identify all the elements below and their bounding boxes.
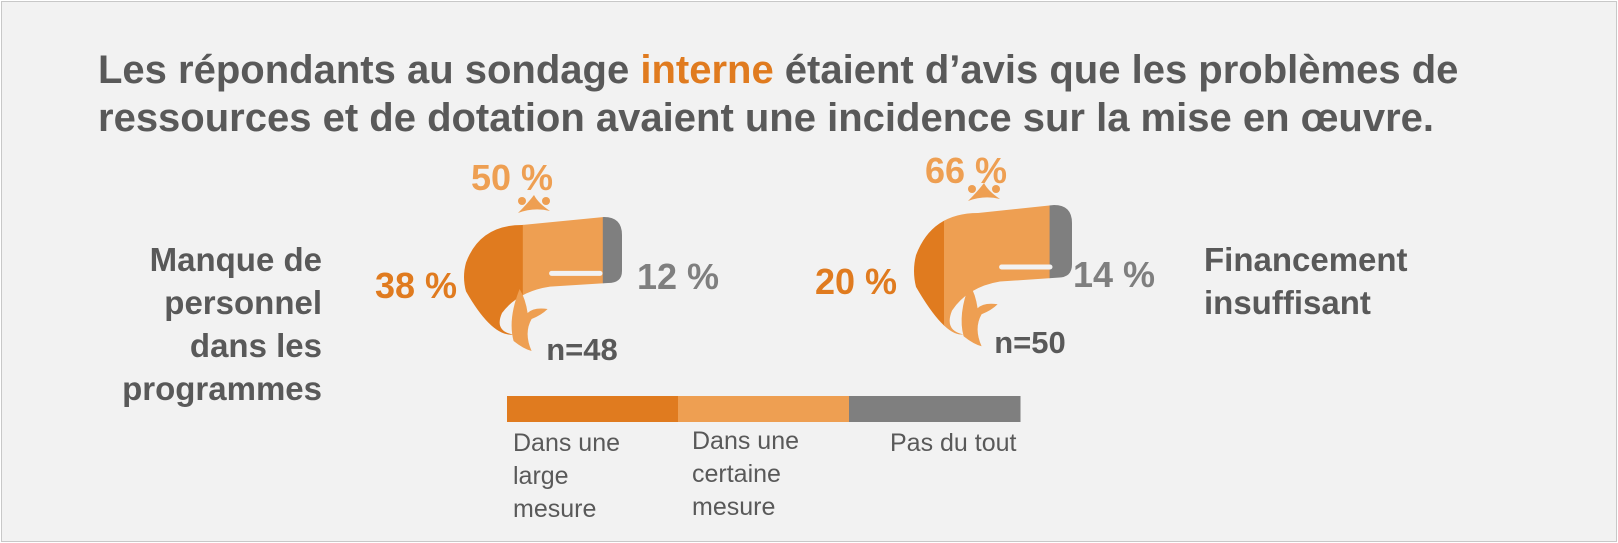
legend-swatch-2: [678, 396, 850, 422]
legend-swatch-3: [849, 396, 1021, 422]
spout-drop: [542, 197, 550, 205]
title-part-1: Les répondants au sondage: [98, 48, 641, 92]
legend-line: mesure: [692, 493, 776, 521]
legend-bar: [507, 396, 1021, 422]
segment-pas: [602, 217, 622, 335]
label-line: programmes: [122, 370, 322, 407]
value-label-large: 38 %: [375, 265, 457, 306]
page-title: Les répondants au sondage interne étaien…: [98, 46, 1578, 142]
legend-label-certaine: Dans une certaine mesure: [692, 425, 862, 524]
value-label-large: 20 %: [815, 261, 897, 302]
legend-line: mesure: [513, 495, 597, 523]
segment-certaine: [522, 217, 604, 335]
spout-drop: [992, 185, 1000, 193]
value-label-certaine: 50 %: [471, 157, 553, 198]
label-financement: Financement insuffisant: [1204, 238, 1504, 324]
whale-tail: [961, 284, 998, 347]
title-part-2: étaient d’avis que les problèmes de ress…: [98, 48, 1459, 140]
whale-spout: [518, 195, 550, 213]
label-line: Financement: [1204, 241, 1408, 278]
legend-label-pas: Pas du tout: [890, 427, 1070, 460]
whale-tail: [511, 289, 548, 351]
value-label-certaine: 66 %: [925, 150, 1007, 191]
sample-size-label: n=50: [994, 325, 1066, 360]
legend-line: Pas du tout: [890, 429, 1017, 457]
legend-label-large: Dans une large mesure: [513, 427, 683, 526]
whale-body: [464, 217, 622, 335]
label-line: insuffisant: [1204, 284, 1371, 321]
label-line: personnel: [164, 284, 322, 321]
spout-drop: [518, 197, 526, 205]
segment-large: [914, 205, 945, 335]
legend-line: Dans une: [513, 429, 621, 457]
legend-line: large: [513, 462, 569, 490]
label-manque-personnel: Manque de personnel dans les programmes: [62, 238, 322, 410]
legend-swatch-1: [507, 396, 679, 422]
whale-spout: [968, 183, 1000, 201]
whale-chart-1: 50 % 38 % 12 % n=48: [375, 157, 719, 367]
whale-chart-2: 66 % 20 % 14 %n=50: [815, 150, 1155, 360]
label-line: dans les: [189, 327, 322, 364]
legend-line: certaine: [692, 460, 781, 488]
label-line: Manque de: [149, 241, 322, 278]
spout-drop: [968, 185, 976, 193]
value-label-pas: 14 %: [1073, 254, 1155, 295]
value-label-pas: 12 %: [637, 256, 719, 297]
legend-line: Dans une: [692, 427, 800, 455]
title-highlight: interne: [640, 48, 774, 92]
sample-size-label: n=48: [546, 332, 618, 367]
